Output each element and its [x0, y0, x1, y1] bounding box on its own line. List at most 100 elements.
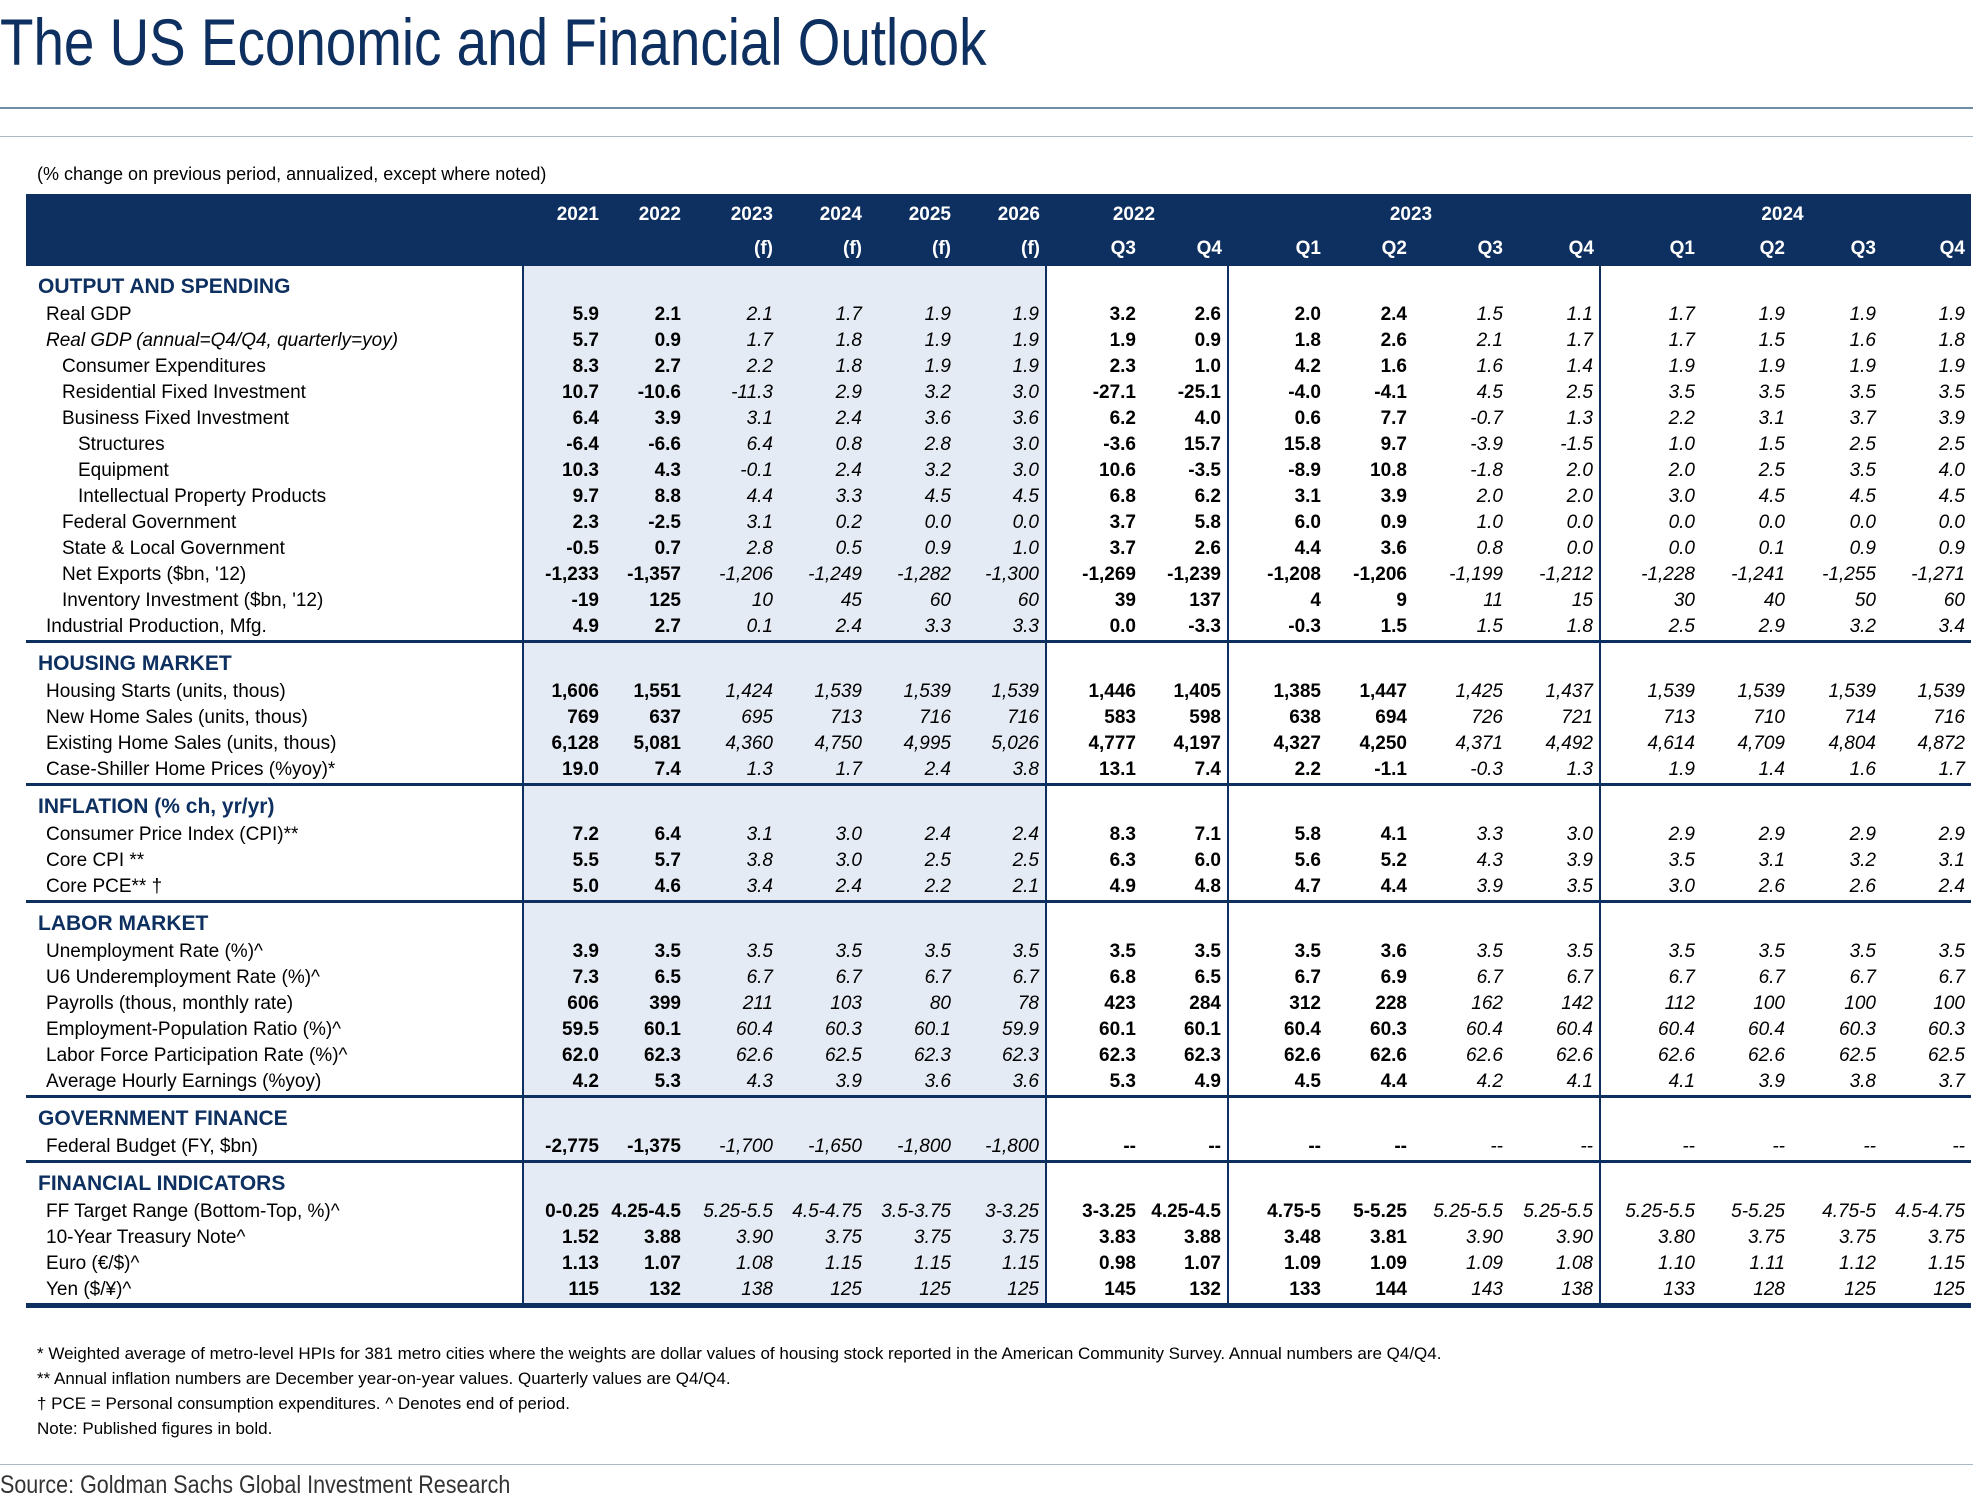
spacer-cell	[868, 1160, 957, 1199]
value-cell: 4,709	[1737, 733, 1785, 754]
row-label: Existing Home Sales (units, thous)	[46, 733, 337, 754]
spacer-cell	[1882, 900, 1971, 939]
section-header: INFLATION (% ch, yr/yr)	[26, 783, 1971, 822]
value-cell: 2.4	[779, 614, 868, 642]
value-cell: 3.5	[779, 939, 868, 965]
spacer-cell	[605, 900, 687, 939]
value-cell: 3.6	[957, 406, 1046, 432]
value-cell: 0.9	[605, 328, 687, 354]
value-cell: 5.3	[1045, 1069, 1142, 1097]
value-cell: 3.1	[1938, 850, 1965, 871]
value-cell: 80	[868, 991, 957, 1017]
value-cell: 4.2	[1476, 1071, 1503, 1092]
value-cell: 4.2	[522, 1069, 605, 1097]
value-cell: 1.9	[1938, 304, 1965, 325]
value-cell: 5.0	[522, 874, 605, 902]
value-cell: 3.9	[1476, 876, 1503, 897]
spacer-cell	[1791, 900, 1882, 939]
value-cell: 0.0	[1566, 538, 1593, 559]
row-label: Average Hourly Earnings (%yoy)	[46, 1071, 322, 1092]
header-quarter: Q1	[1600, 232, 1701, 266]
spacer-cell	[605, 1160, 687, 1199]
value-cell: 4.3	[687, 1069, 779, 1097]
table-row: Federal Government 2.3 -2.5 3.1 0.2 0.0 0.0 3.7…	[26, 510, 1971, 536]
value-cell: 3.5	[1849, 460, 1876, 481]
value-cell: 100	[1753, 993, 1785, 1014]
value-cell: 100	[1844, 993, 1876, 1014]
value-cell: 1.7	[779, 302, 868, 328]
value-cell: 6.4	[522, 406, 605, 432]
value-cell: 695	[687, 705, 779, 731]
spacer-cell	[1791, 1160, 1882, 1199]
spacer-cell	[779, 1160, 868, 1199]
value-cell: 1.9	[1849, 356, 1876, 377]
value-cell: 3.5	[1849, 941, 1876, 962]
value-cell: 62.6	[1227, 1043, 1327, 1069]
header-year-2023: 2023	[687, 194, 779, 232]
value-cell: -1,208	[1227, 562, 1327, 588]
value-cell: -1,239	[1167, 564, 1221, 585]
value-cell: -1,800	[868, 1134, 957, 1162]
value-cell: 6.4	[687, 432, 779, 458]
row-label: State & Local Government	[62, 538, 285, 559]
value-cell: 7.3	[522, 965, 605, 991]
value-cell: 2.7	[605, 354, 687, 380]
value-cell: 710	[1753, 707, 1785, 728]
spacer-cell	[605, 1095, 687, 1134]
value-cell: 0.9	[1194, 330, 1221, 351]
value-cell: 4.1	[1566, 1071, 1593, 1092]
header-year-2026: 2026	[957, 194, 1046, 232]
table-row: Employment-Population Ratio (%)^ 59.5 60.1…	[26, 1017, 1971, 1043]
table-row: 10-Year Treasury Note^ 1.52 3.88 3.90 3.75 3.…	[26, 1225, 1971, 1251]
value-cell: -0.1	[687, 458, 779, 484]
value-cell: -1,271	[1911, 564, 1965, 585]
value-cell: 62.3	[868, 1043, 957, 1069]
value-cell: 100	[1933, 993, 1965, 1014]
value-cell: --	[1952, 1136, 1965, 1157]
value-cell: 1.8	[1938, 330, 1965, 351]
header-f-2026: (f)	[957, 232, 1046, 266]
value-cell: 2.9	[1849, 824, 1876, 845]
value-cell: 1.9	[868, 328, 957, 354]
value-cell: 1.0	[1599, 432, 1701, 458]
value-cell: 3.0	[957, 458, 1046, 484]
value-cell: 4.2	[1227, 354, 1327, 380]
value-cell: 6.8	[1045, 484, 1142, 510]
value-cell: 1.5	[1476, 304, 1503, 325]
table-row: Structures -6.4 -6.6 6.4 0.8 2.8 3.0 -3.6 15.7 15…	[26, 432, 1971, 458]
value-cell: 3.5	[1758, 941, 1785, 962]
value-cell: 1.08	[1556, 1253, 1593, 1274]
value-cell: 60.1	[1045, 1017, 1142, 1043]
value-cell: 4.9	[522, 614, 605, 642]
value-cell: 2.0	[1566, 486, 1593, 507]
value-cell: 3.0	[779, 822, 868, 848]
spacer-cell	[605, 266, 687, 302]
value-cell: 125	[1791, 1277, 1882, 1308]
value-cell: 1.9	[1938, 356, 1965, 377]
value-cell: 3.8	[1849, 1071, 1876, 1092]
value-cell: 6.8	[1045, 965, 1142, 991]
value-cell: 1.7	[779, 757, 868, 785]
value-cell: 3.1	[687, 406, 779, 432]
value-cell: 1.5	[1380, 616, 1407, 637]
section-title: HOUSING MARKET	[26, 640, 523, 679]
value-cell: 3.0	[957, 432, 1046, 458]
value-cell: -4.1	[1374, 382, 1407, 403]
spacer-cell	[779, 266, 868, 302]
value-cell: 1.9	[1849, 304, 1876, 325]
value-cell: 1.12	[1839, 1253, 1876, 1274]
value-cell: 3.5	[1194, 941, 1221, 962]
value-cell: 59.5	[522, 1017, 605, 1043]
value-cell: 3.75	[1748, 1227, 1785, 1248]
value-cell: 6.3	[1045, 848, 1142, 874]
value-cell: 3.0	[1566, 824, 1593, 845]
value-cell: 3.0	[1599, 874, 1701, 902]
value-cell: --	[1863, 1136, 1876, 1157]
value-cell: 6.2	[1194, 486, 1221, 507]
spacer-cell	[687, 1160, 779, 1199]
value-cell: 60	[1943, 590, 1965, 611]
value-cell: -1,269	[1045, 562, 1142, 588]
value-cell: --	[1227, 1134, 1327, 1162]
section-title: FINANCIAL INDICATORS	[26, 1160, 523, 1199]
spacer-cell	[779, 1095, 868, 1134]
